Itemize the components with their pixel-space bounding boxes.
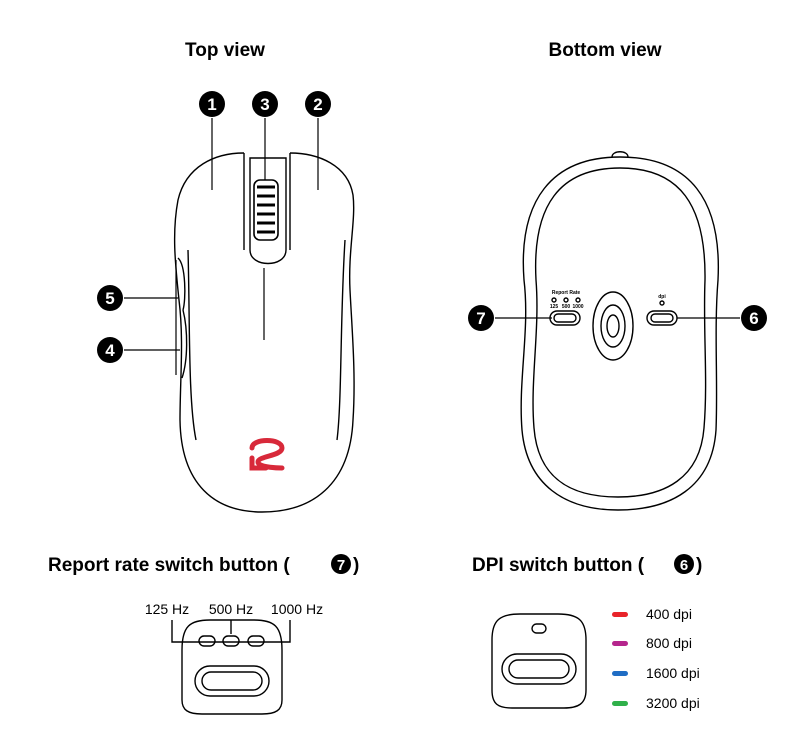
svg-text:2: 2 <box>313 95 322 114</box>
dpi-400-label: 400 dpi <box>646 606 692 622</box>
dpi-title-text: DPI switch button ( <box>472 555 645 576</box>
top-view-mouse: 1 3 2 5 4 <box>97 91 355 513</box>
side-button-forward <box>177 257 186 311</box>
top-view-title: Top view <box>185 40 265 61</box>
svg-text:): ) <box>353 555 359 576</box>
dpi-800-label: 800 dpi <box>646 635 692 651</box>
dpi-1600-swatch <box>612 671 628 676</box>
callout-4-badge: 4 <box>97 337 123 363</box>
svg-text:4: 4 <box>105 341 115 360</box>
wheel-ridges <box>257 185 275 234</box>
dpi-led <box>531 623 547 634</box>
bottom-dpi-label: dpi <box>658 294 666 300</box>
zowie-logo <box>249 438 285 471</box>
rate-125-label: 125 Hz <box>145 601 189 617</box>
svg-text:6: 6 <box>680 557 688 574</box>
svg-text:6: 6 <box>749 309 758 328</box>
bottom-view-title: Bottom view <box>549 40 662 61</box>
dpi-3200-swatch <box>612 701 628 706</box>
bottom-rate-500: 500 <box>562 304 571 310</box>
dpi-section-title: DPI switch button ( 6 ) <box>472 554 702 576</box>
dpi-button <box>501 653 577 685</box>
sensor-middle <box>600 304 626 348</box>
sensor-outer <box>592 291 634 361</box>
mouse-shell-top <box>173 152 355 513</box>
dpi-button-housing <box>491 613 587 709</box>
report-rate-detail: 125 Hz 500 Hz 1000 Hz <box>145 601 323 715</box>
mouse-shell-bottom <box>520 156 720 511</box>
report-rate-button-housing <box>181 619 283 715</box>
bottom-rate-1000: 1000 <box>572 304 583 310</box>
svg-text:3: 3 <box>260 95 269 114</box>
rate-1000-label: 1000 Hz <box>271 601 323 617</box>
wheel-housing <box>249 157 287 265</box>
dpi-400-swatch <box>612 612 628 617</box>
dpi-legend: 400 dpi 800 dpi 1600 dpi 3200 dpi <box>612 606 700 711</box>
led-125 <box>198 635 216 647</box>
dpi-3200-label: 3200 dpi <box>646 695 700 711</box>
report-rate-button <box>194 665 270 697</box>
callout-5-badge: 5 <box>97 285 123 311</box>
dpi-800-swatch <box>612 641 628 646</box>
bottom-report-rate-label: Report Rate <box>552 290 581 296</box>
sensor-inner <box>606 314 620 338</box>
side-button-back <box>181 309 188 379</box>
callout-3-badge: 3 <box>252 91 278 117</box>
dpi-detail: 400 dpi 800 dpi 1600 dpi 3200 dpi <box>491 606 700 711</box>
svg-text:7: 7 <box>337 557 345 574</box>
led-500 <box>222 635 240 647</box>
svg-text:1: 1 <box>207 95 216 114</box>
svg-text:7: 7 <box>476 309 485 328</box>
bottom-inner-contour <box>532 167 707 498</box>
callout-2-badge: 2 <box>305 91 331 117</box>
callout-6-badge: 6 <box>741 305 767 331</box>
report-rate-section-title: Report rate switch button ( 7 ) <box>48 554 359 576</box>
report-rate-title-text: Report rate switch button ( <box>48 555 290 576</box>
led-1000 <box>247 635 265 647</box>
rate-500-label: 500 Hz <box>209 601 253 617</box>
svg-text:): ) <box>696 555 702 576</box>
dpi-1600-label: 1600 dpi <box>646 665 700 681</box>
svg-text:5: 5 <box>105 289 114 308</box>
callout-1-badge: 1 <box>199 91 225 117</box>
callout-7-badge: 7 <box>468 305 494 331</box>
bottom-rate-125: 125 <box>550 304 559 310</box>
bottom-view-mouse: Report Rate 125 500 1000 dpi 7 6 <box>468 151 767 511</box>
scroll-wheel <box>253 179 279 241</box>
